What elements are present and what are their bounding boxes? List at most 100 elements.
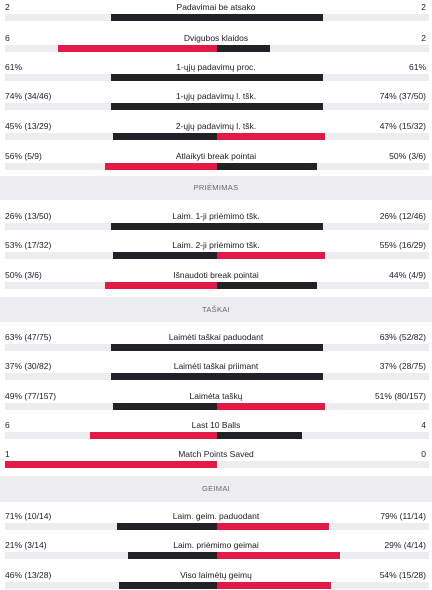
stat-label: Laim. geim. paduodant (172, 511, 260, 521)
stat-bar-right (217, 252, 429, 259)
stat-left-value: 49% (77/157) (5, 391, 57, 401)
stat-right-value: 29% (4/14) (384, 540, 426, 550)
stat-label: Padavimai be atsako (176, 2, 256, 12)
stat-bar-left (5, 163, 217, 170)
stat-bar-right (217, 14, 429, 21)
stat-bar-left-fill (111, 74, 217, 81)
stat-label: Last 10 Balls (191, 420, 241, 430)
stat-bar-left (5, 103, 217, 110)
stat-left-value: 6 (5, 420, 10, 430)
stat-right-value: 50% (3/6) (389, 151, 426, 161)
stat-label: Laim. priėmimo geimai (173, 540, 259, 550)
stat-left-value: 37% (30/82) (5, 361, 52, 371)
stat-bar-left (5, 45, 217, 52)
stat-row-service-points-won: 63% (47/75) Laimėti taškai paduodant 63%… (0, 331, 432, 361)
stat-left-value: 53% (17/32) (5, 240, 52, 250)
stat-row-return-points-won: 37% (30/82) Laimėti taškai priimant 37% … (0, 360, 432, 390)
stat-bar-left-fill (111, 14, 217, 21)
stat-right-value: 61% (408, 62, 426, 72)
stat-bar-right (217, 344, 429, 351)
stat-bar-left (5, 74, 217, 81)
stat-bar-left-fill (104, 163, 217, 170)
stat-bar-left-fill (104, 282, 217, 289)
stat-bar-left (5, 344, 217, 351)
stat-right-value: 26% (12/46) (379, 211, 426, 221)
stat-bar-right (217, 461, 429, 468)
stat-bar-right (217, 403, 429, 410)
stat-right-value: 4 (421, 420, 426, 430)
stat-bar-left (5, 373, 217, 380)
stat-row-service-games-won: 71% (10/14) Laim. geim. paduodant 79% (1… (0, 510, 432, 540)
stat-left-value: 61% (5, 62, 23, 72)
stat-bar-right (217, 103, 429, 110)
stat-right-value: 79% (11/14) (380, 511, 426, 521)
stat-left-value: 45% (13/29) (5, 121, 52, 131)
stat-bar-left (5, 223, 217, 230)
stat-bar-right-fill (217, 403, 326, 410)
stat-row-aces: 2 Padavimai be atsako 2 (0, 1, 432, 31)
stat-bar-right (217, 552, 429, 559)
stat-bar-left (5, 461, 217, 468)
stat-bar-right-fill (217, 432, 302, 439)
stat-left-value: 6 (5, 33, 10, 43)
stat-label: 1-ųjų padavimų proc. (176, 62, 256, 72)
stat-left-value: 46% (13/28) (5, 570, 52, 580)
stat-bar-right-fill (217, 74, 323, 81)
stat-bar-right (217, 74, 429, 81)
stat-label: Laimėti taškai paduodant (168, 332, 264, 342)
stat-row-first-serve-pct: 61% 1-ųjų padavimų proc. 61% (0, 61, 432, 91)
section-header-games: GEIMAI (0, 476, 432, 502)
stat-bar-left (5, 14, 217, 21)
stat-left-value: 50% (3/6) (5, 270, 42, 280)
stat-row-break-points-saved: 56% (5/9) Atlaikyti break pointai 50% (3… (0, 150, 432, 180)
stat-bar-left-fill (117, 523, 217, 530)
stat-row-first-serve-points: 74% (34/46) 1-ųjų padavimų l. tšk. 74% (… (0, 90, 432, 120)
section-header-receiving: PRIĖMIMAS (0, 176, 432, 200)
stat-bar-right (217, 373, 429, 380)
stat-bar-left-fill (58, 45, 217, 52)
stat-left-value: 74% (34/46) (5, 91, 52, 101)
stat-label: Atlaikyti break pointai (175, 151, 257, 161)
stat-right-value: 0 (421, 449, 426, 459)
stat-label: 2-ųjų padavimų l. tšk. (175, 121, 257, 131)
stat-bar-left-fill (113, 133, 217, 140)
stat-row-first-return-points: 26% (13/50) Laim. 1-ji priėmimo tšk. 26%… (0, 210, 432, 240)
stat-row-double-faults: 6 Dvigubos klaidos 2 (0, 32, 432, 62)
stat-bar-right-fill (217, 14, 323, 21)
stat-right-value: 54% (15/28) (379, 570, 426, 580)
stat-bar-right-fill (217, 552, 340, 559)
stat-right-value: 51% (80/157) (374, 391, 426, 401)
stat-left-value: 56% (5/9) (5, 151, 42, 161)
stat-bar-left (5, 582, 217, 589)
stat-bar-right (217, 163, 429, 170)
stat-bar-left-fill (119, 582, 217, 589)
stat-bar-left (5, 133, 217, 140)
stat-bar-left (5, 432, 217, 439)
stat-right-value: 44% (4/9) (389, 270, 426, 280)
stat-bar-right-fill (217, 45, 270, 52)
stat-right-value: 2 (421, 33, 426, 43)
stat-bar-right-fill (217, 252, 326, 259)
stat-bar-left (5, 403, 217, 410)
stat-left-value: 71% (10/14) (5, 511, 52, 521)
stat-bar-left (5, 552, 217, 559)
stat-bar-right (217, 523, 429, 530)
stat-bar-right-fill (217, 344, 323, 351)
stat-right-value: 74% (37/50) (379, 91, 426, 101)
stat-bar-right-fill (217, 163, 317, 170)
stat-left-value: 21% (3/14) (5, 540, 47, 550)
stat-row-match-points-saved: 1 Match Points Saved 0 (0, 448, 432, 478)
stat-bar-right-fill (217, 523, 330, 530)
stat-bar-left-fill (111, 344, 217, 351)
stat-label: 1-ųjų padavimų l. tšk. (175, 91, 257, 101)
stat-row-total-games-won: 46% (13/28) Viso laimėtų geimų 54% (15/2… (0, 569, 432, 590)
stat-bar-right (217, 223, 429, 230)
stat-label: Viso laimėtų geimų (180, 570, 252, 580)
section-header-points: TAŠKAI (0, 297, 432, 322)
stat-bar-left-fill (113, 403, 217, 410)
stat-label: Laim. 2-ji priėmimo tšk. (172, 240, 260, 250)
stat-right-value: 37% (28/75) (379, 361, 426, 371)
stat-bar-right (217, 282, 429, 289)
stat-bar-right (217, 432, 429, 439)
stat-bar-right-fill (217, 223, 323, 230)
